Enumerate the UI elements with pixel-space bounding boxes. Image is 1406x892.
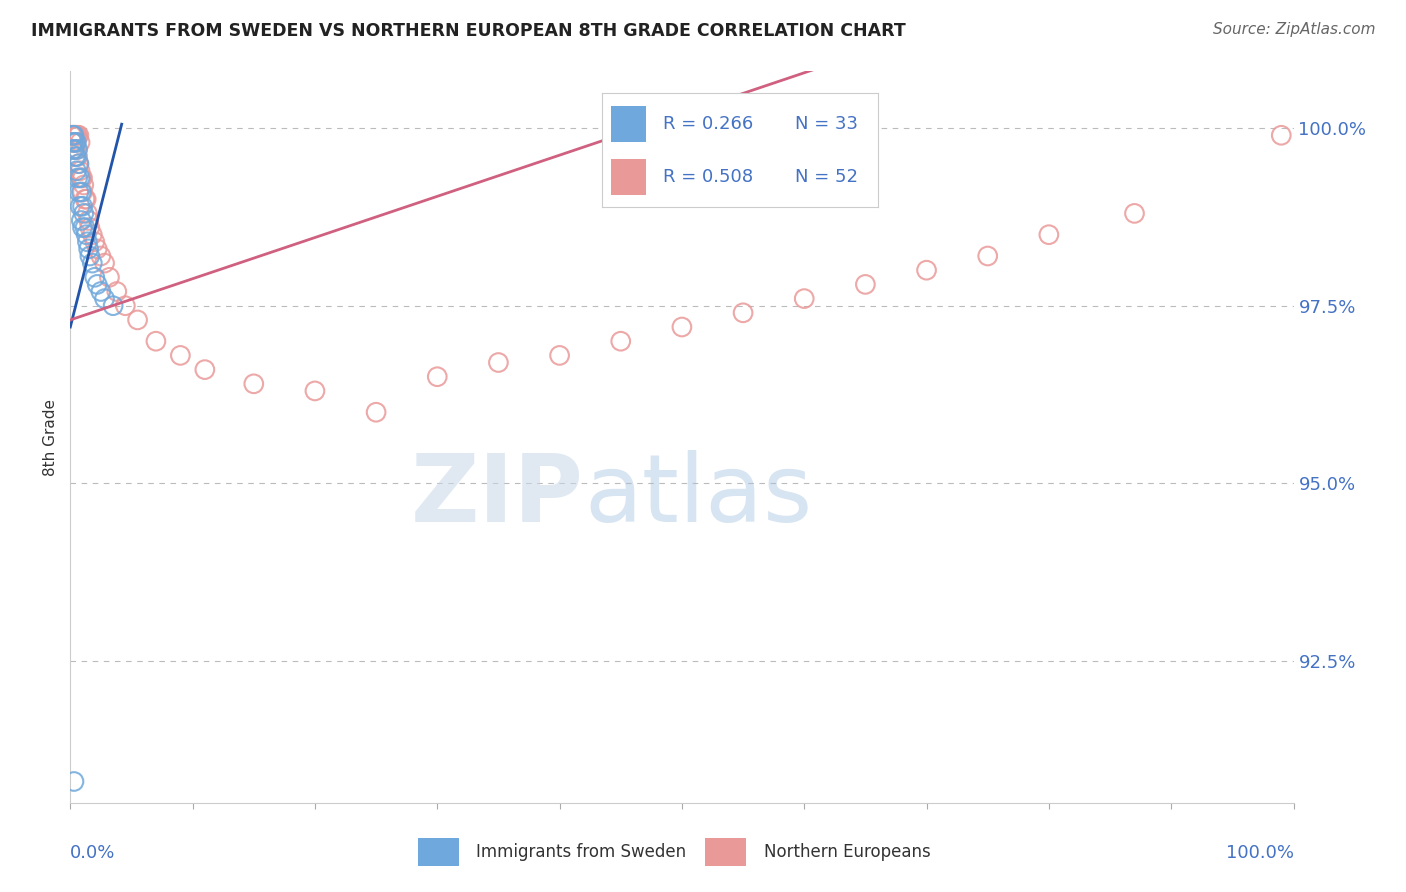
Point: [63, 143, 86, 157]
Point: [63, 128, 86, 143]
Point: [83, 270, 105, 285]
Point: [62, 136, 84, 150]
Point: [77, 213, 100, 227]
Point: [915, 263, 938, 277]
Point: [72, 170, 94, 185]
Point: [69, 163, 91, 178]
Point: [671, 320, 693, 334]
Point: [98, 270, 121, 285]
Point: [75, 192, 97, 206]
Point: [65, 136, 87, 150]
Point: [733, 306, 755, 320]
Point: [426, 369, 449, 384]
Point: [105, 285, 128, 299]
Point: [194, 362, 217, 376]
Point: [82, 256, 104, 270]
Point: [70, 185, 93, 199]
Point: [114, 299, 136, 313]
Point: [86, 242, 108, 256]
Point: [67, 156, 90, 170]
Point: [83, 235, 105, 249]
Point: [72, 199, 94, 213]
Point: [79, 220, 101, 235]
Point: [73, 220, 96, 235]
Point: [66, 170, 89, 185]
Point: [1123, 206, 1146, 220]
Point: [548, 348, 571, 362]
Point: [70, 213, 93, 227]
Text: 0.0%: 0.0%: [70, 845, 115, 863]
Point: [73, 192, 96, 206]
Point: [304, 384, 326, 398]
Point: [65, 128, 87, 143]
Point: [63, 128, 86, 143]
Point: [93, 256, 115, 270]
Point: [76, 206, 98, 220]
Point: [77, 242, 100, 256]
Point: [75, 227, 97, 242]
Point: [366, 405, 388, 419]
Point: [66, 128, 89, 143]
Point: [976, 249, 998, 263]
Point: [63, 774, 86, 789]
Y-axis label: 8th Grade: 8th Grade: [44, 399, 59, 475]
Point: [69, 199, 91, 213]
Point: [855, 277, 877, 292]
Point: [127, 313, 149, 327]
Text: IMMIGRANTS FROM SWEDEN VS NORTHERN EUROPEAN 8TH GRADE CORRELATION CHART: IMMIGRANTS FROM SWEDEN VS NORTHERN EUROP…: [31, 22, 905, 40]
Point: [169, 348, 191, 362]
Point: [69, 136, 91, 150]
Point: [70, 170, 93, 185]
Point: [1038, 227, 1060, 242]
Text: Source: ZipAtlas.com: Source: ZipAtlas.com: [1212, 22, 1375, 37]
Point: [72, 185, 94, 199]
Point: [62, 128, 84, 143]
Point: [63, 128, 86, 143]
Point: [90, 285, 112, 299]
Point: [66, 143, 89, 157]
Point: [63, 136, 86, 150]
Point: [79, 249, 101, 263]
Point: [488, 355, 510, 369]
Point: [65, 163, 87, 178]
Point: [65, 143, 87, 157]
Point: [93, 292, 115, 306]
Point: [62, 143, 84, 157]
Point: [73, 206, 96, 220]
Point: [76, 235, 98, 249]
Point: [101, 299, 124, 313]
Point: [67, 185, 90, 199]
Text: atlas: atlas: [583, 450, 813, 541]
Point: [60, 128, 83, 143]
Point: [63, 143, 86, 157]
Point: [65, 150, 87, 164]
Point: [62, 128, 84, 143]
Point: [72, 220, 94, 235]
Point: [63, 136, 86, 150]
Point: [82, 227, 104, 242]
Point: [66, 150, 89, 164]
Text: ZIP: ZIP: [411, 450, 583, 541]
Point: [1270, 128, 1292, 143]
Point: [610, 334, 633, 349]
Point: [86, 277, 108, 292]
Point: [67, 156, 90, 170]
Point: [793, 292, 815, 306]
Point: [62, 136, 84, 150]
Point: [90, 249, 112, 263]
Text: 100.0%: 100.0%: [1226, 845, 1294, 863]
Point: [63, 150, 86, 164]
Point: [67, 128, 90, 143]
Point: [73, 178, 96, 192]
Point: [145, 334, 167, 349]
Point: [69, 170, 91, 185]
Point: [243, 376, 266, 391]
